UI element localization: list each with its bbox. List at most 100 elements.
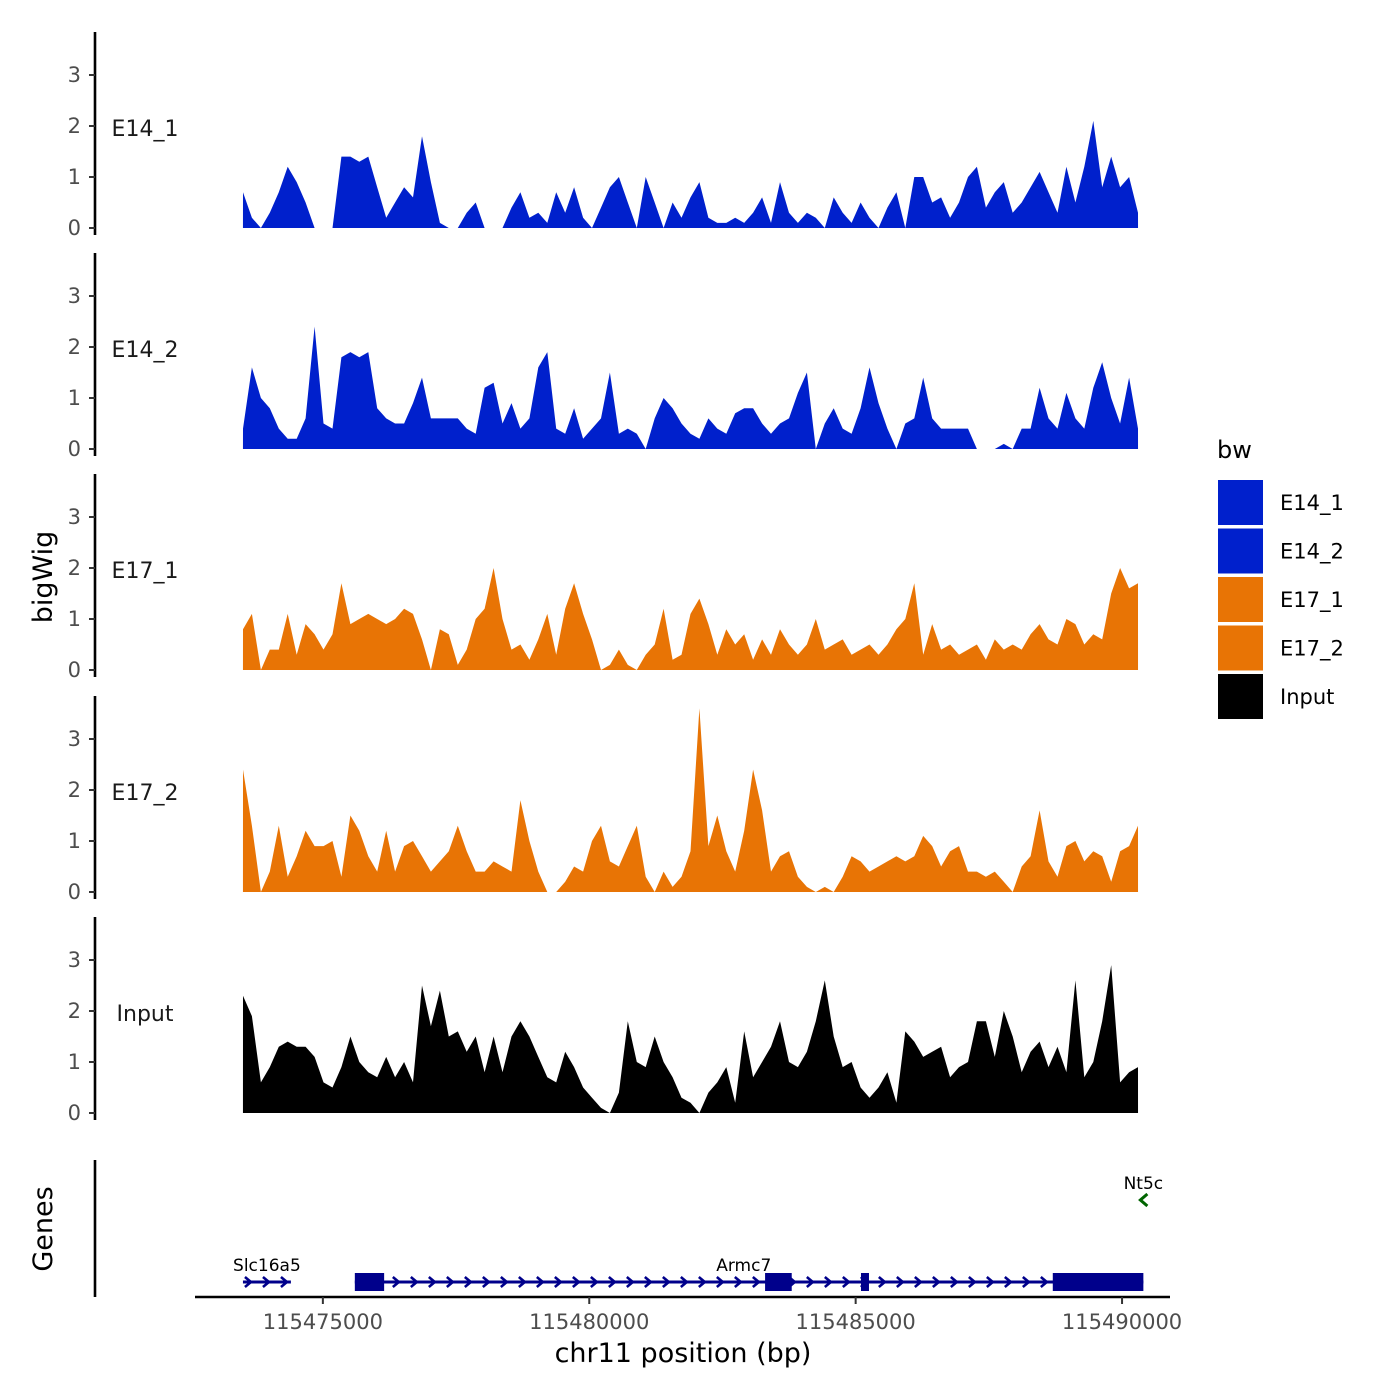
strand-chevron	[734, 1276, 743, 1288]
track-E17_2: 0 1 2 3 E17_2	[68, 696, 1139, 904]
strand-chevron	[932, 1276, 941, 1288]
y-tick-label: 3	[68, 284, 81, 308]
strand-chevron	[500, 1276, 509, 1288]
strand-chevron	[680, 1276, 689, 1288]
gene-exon	[765, 1273, 792, 1291]
signal-area-E17_2	[242, 708, 1139, 892]
y-tick-label: 0	[68, 658, 81, 682]
strand-chevron	[392, 1276, 401, 1288]
y-tick-label: 2	[68, 556, 81, 580]
strand-chevron	[914, 1276, 923, 1288]
strand-chevron	[536, 1276, 545, 1288]
y-tick-label: 0	[68, 880, 81, 904]
legend-swatch-E14_1	[1218, 480, 1263, 525]
track-label: E17_1	[112, 559, 179, 584]
track-E14_2: 0 1 2 3 E14_2	[68, 253, 1139, 461]
y-tick-label: 1	[68, 1050, 81, 1074]
strand-chevron	[896, 1276, 905, 1288]
genes-axis-title: Genes	[28, 1186, 59, 1271]
strand-chevron	[824, 1276, 833, 1288]
x-axis-title: chr11 position (bp)	[555, 1338, 812, 1369]
strand-chevron	[986, 1276, 995, 1288]
y-tick-label: 1	[68, 165, 81, 189]
signal-area-Input	[242, 965, 1139, 1113]
legend-swatch-E17_2	[1218, 625, 1263, 671]
strand-chevron	[482, 1276, 491, 1288]
y-tick-label: 3	[68, 727, 81, 751]
y-tick-label: 1	[68, 607, 81, 631]
strand-chevron	[608, 1276, 617, 1288]
y-tick-label: 1	[68, 829, 81, 853]
gene-label: Slc16a5	[233, 1256, 301, 1276]
track-E17_1: 0 1 2 3 E17_1	[68, 474, 1139, 682]
strand-chevron	[572, 1276, 581, 1288]
x-axis: 115475000 115480000 115485000 115490000	[195, 1295, 1182, 1334]
legend-label-E14_2: E14_2	[1280, 540, 1344, 565]
strand-chevron	[662, 1276, 671, 1288]
strand-chevron	[842, 1276, 851, 1288]
gene-exon	[1052, 1273, 1144, 1291]
y-tick-label: 0	[68, 1101, 81, 1125]
x-tick-label: 115485000	[796, 1310, 916, 1334]
legend-swatch-E14_2	[1218, 528, 1263, 574]
legend-label-Input: Input	[1280, 685, 1334, 709]
strand-chevron	[262, 1276, 271, 1288]
strand-chevron	[554, 1276, 563, 1288]
track-Input: 0 1 2 3 Input	[68, 917, 1139, 1125]
signal-tracks: 0 1 2 3 E14_1 0 1 2 3 E14_2 0 1 2 3 E17_1 0 1 2 3 E17_2 0 1 2 3…	[68, 32, 1139, 1125]
strand-chevron	[244, 1276, 253, 1288]
y-tick-label: 2	[68, 778, 81, 802]
track-label: E17_2	[112, 781, 179, 806]
gene-label: Nt5c	[1124, 1174, 1164, 1194]
x-tick-label: 115475000	[263, 1310, 383, 1334]
signal-area-E17_1	[242, 568, 1139, 670]
y-axis-title: bigWig	[28, 531, 59, 624]
y-tick-label: 2	[68, 335, 81, 359]
y-tick-label: 3	[68, 948, 81, 972]
legend-swatch-E17_1	[1218, 577, 1263, 622]
y-tick-label: 3	[68, 63, 81, 87]
legend-swatch-Input	[1218, 674, 1263, 719]
y-tick-label: 0	[68, 216, 81, 240]
signal-area-E14_1	[242, 120, 1139, 228]
strand-chevron	[752, 1276, 761, 1288]
strand-chevron	[590, 1276, 599, 1288]
gene-Slc16a5: Slc16a5	[233, 1256, 301, 1288]
track-label: E14_1	[112, 117, 179, 142]
y-tick-label: 1	[68, 386, 81, 410]
strand-chevron	[1138, 1192, 1149, 1208]
x-tick-label: 115490000	[1062, 1310, 1182, 1334]
gene-exon	[860, 1273, 869, 1291]
legend-label-E17_1: E17_1	[1280, 588, 1344, 613]
strand-chevron	[626, 1276, 635, 1288]
legend: bw E14_1 E14_2 E17_1 E17_2 Input	[1217, 436, 1344, 719]
strand-chevron	[698, 1276, 707, 1288]
strand-chevron	[518, 1276, 527, 1288]
strand-chevron	[410, 1276, 419, 1288]
legend-title: bw	[1217, 436, 1252, 464]
y-tick-label: 3	[68, 505, 81, 529]
gene-Armc7: Armc7	[354, 1256, 1144, 1291]
strand-chevron	[280, 1276, 289, 1288]
strand-chevron	[950, 1276, 959, 1288]
strand-chevron	[464, 1276, 473, 1288]
strand-chevron	[1040, 1276, 1049, 1288]
strand-chevron	[1004, 1276, 1013, 1288]
strand-chevron	[716, 1276, 725, 1288]
strand-chevron	[428, 1276, 437, 1288]
gene-label: Armc7	[716, 1256, 771, 1276]
strand-chevron	[1022, 1276, 1031, 1288]
legend-label-E14_1: E14_1	[1280, 491, 1344, 516]
y-tick-label: 2	[68, 114, 81, 138]
strand-chevron	[878, 1276, 887, 1288]
y-tick-label: 0	[68, 437, 81, 461]
x-tick-label: 115480000	[529, 1310, 649, 1334]
gene-Nt5c: Nt5c	[1124, 1174, 1164, 1208]
strand-chevron	[644, 1276, 653, 1288]
strand-chevron	[806, 1276, 815, 1288]
track-E14_1: 0 1 2 3 E14_1	[68, 32, 1139, 240]
gene-exon	[354, 1273, 385, 1291]
y-tick-label: 2	[68, 999, 81, 1023]
track-label: E14_2	[112, 338, 179, 363]
